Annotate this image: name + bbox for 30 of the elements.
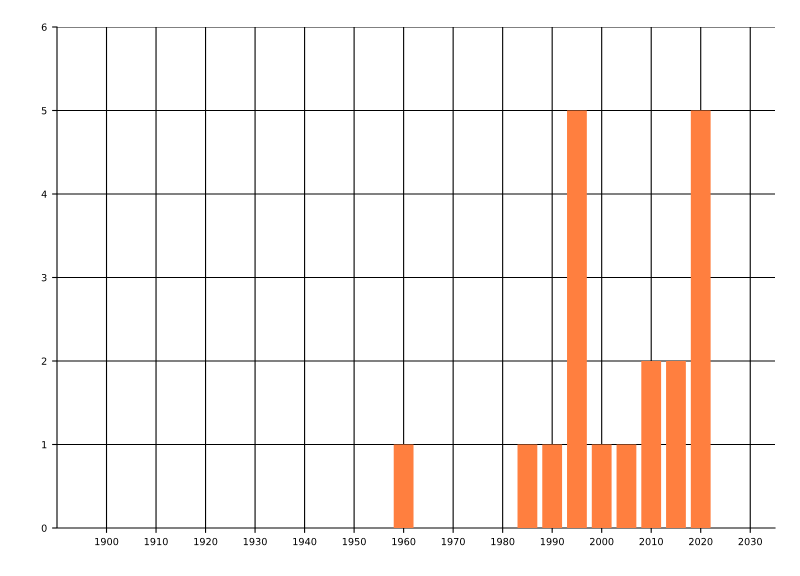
- bar: [592, 444, 612, 528]
- y-tick-label: 3: [42, 274, 46, 282]
- bar: [616, 444, 636, 528]
- bar: [394, 444, 414, 528]
- y-tick-label: 6: [42, 23, 47, 31]
- x-tick-label: 1930: [244, 538, 267, 546]
- bar: [518, 444, 538, 528]
- y-tick-label: 0: [42, 524, 47, 532]
- x-tick-label: 1960: [392, 538, 416, 546]
- x-tick-label: 1940: [293, 538, 316, 546]
- y-tick-label: 2: [42, 357, 46, 365]
- x-tick-label: 1990: [540, 538, 564, 546]
- x-tick-label: 1950: [342, 538, 366, 546]
- x-tick-label: 1900: [95, 538, 118, 546]
- bar: [542, 444, 562, 528]
- x-tick-label: 1920: [194, 538, 218, 546]
- bar: [690, 110, 711, 528]
- x-tick-label: 1970: [442, 538, 465, 546]
- y-tick-label: 5: [42, 107, 46, 114]
- x-tick-label: 1980: [491, 538, 514, 546]
- x-tick-label: 2010: [640, 538, 663, 546]
- bar: [641, 361, 662, 528]
- y-tick-label: 1: [42, 441, 46, 448]
- x-tick-label: 2000: [590, 538, 614, 546]
- y-tick-label: 4: [42, 190, 47, 198]
- x-tick-label: 1910: [144, 538, 168, 546]
- x-tick-label: 2020: [689, 538, 712, 546]
- x-tick-label: 2030: [738, 538, 762, 546]
- bar: [567, 110, 587, 528]
- bar: [666, 361, 686, 528]
